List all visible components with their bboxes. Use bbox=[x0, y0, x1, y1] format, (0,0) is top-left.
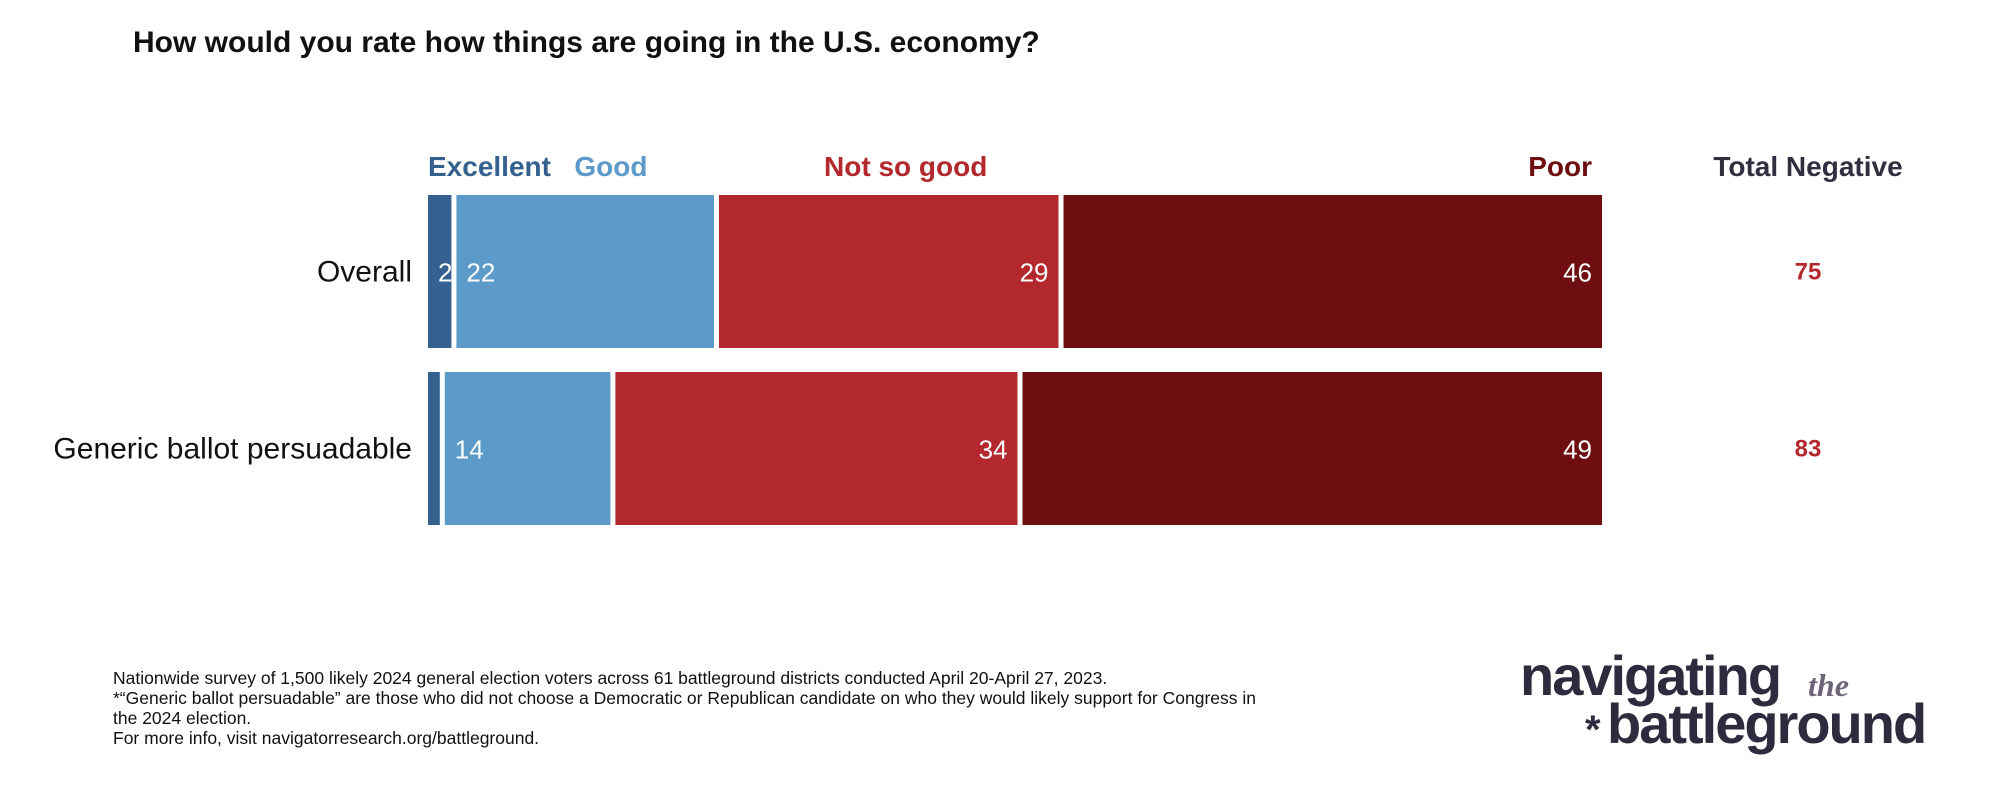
bar-generic-ballot-persuadable-excellent bbox=[428, 372, 440, 525]
navigating-the-battleground-logo: navigating the * battleground bbox=[1520, 644, 1927, 755]
logo-the: the bbox=[1808, 667, 1849, 703]
total-negative-header: Total Negative bbox=[1713, 151, 1902, 182]
data-label-overall-good: 22 bbox=[466, 258, 495, 288]
category-label-overall: Overall bbox=[317, 256, 412, 289]
data-label-generic-ballot-persuadable-not-so-good: 34 bbox=[979, 435, 1008, 465]
logo-asterisk-icon: * bbox=[1585, 708, 1601, 752]
footnote-more-info: For more info, visit navigatorresearch.o… bbox=[113, 728, 540, 748]
data-label-overall-not-so-good: 29 bbox=[1020, 258, 1049, 288]
category-labels: Overall Generic ballot persuadable bbox=[53, 256, 412, 466]
data-label-generic-ballot-persuadable-good: 14 bbox=[455, 435, 484, 465]
legend-poor: Poor bbox=[1528, 151, 1592, 182]
logo-line2: battleground bbox=[1607, 692, 1925, 755]
chart-title: How would you rate how things are going … bbox=[133, 26, 1040, 59]
data-label-generic-ballot-persuadable-poor: 49 bbox=[1563, 435, 1592, 465]
bar-overall-good bbox=[456, 195, 714, 348]
bar-overall-not-so-good bbox=[719, 195, 1059, 348]
data-label-overall-poor: 46 bbox=[1563, 258, 1592, 288]
legend-good: Good bbox=[574, 151, 647, 182]
total-negative-value-overall: 75 bbox=[1795, 259, 1822, 286]
legend-not-so-good: Not so good bbox=[824, 151, 987, 182]
category-label-generic-ballot-persuadable: Generic ballot persuadable bbox=[53, 433, 412, 466]
footnote-definition: *“Generic ballot persuadable” are those … bbox=[113, 688, 1257, 728]
total-negative-column: 75 83 Total Negative bbox=[1713, 151, 1902, 463]
bar-overall-poor bbox=[1063, 195, 1602, 348]
data-label-overall-excellent: 2 bbox=[438, 258, 452, 288]
bar-generic-ballot-persuadable-poor bbox=[1022, 372, 1602, 525]
footnote-survey: Nationwide survey of 1,500 likely 2024 g… bbox=[113, 668, 1108, 688]
bar-overall-excellent bbox=[428, 195, 452, 348]
legend: Excellent Good Not so good Poor bbox=[428, 151, 1592, 182]
total-negative-value-generic-ballot-persuadable: 83 bbox=[1795, 436, 1822, 463]
footnote: Nationwide survey of 1,500 likely 2024 g… bbox=[113, 668, 1263, 748]
bars bbox=[428, 195, 1602, 525]
logo-line1: navigating bbox=[1520, 644, 1780, 707]
bar-generic-ballot-persuadable-not-so-good bbox=[615, 372, 1018, 525]
bar-generic-ballot-persuadable-good bbox=[444, 372, 611, 525]
legend-excellent: Excellent bbox=[428, 151, 551, 182]
